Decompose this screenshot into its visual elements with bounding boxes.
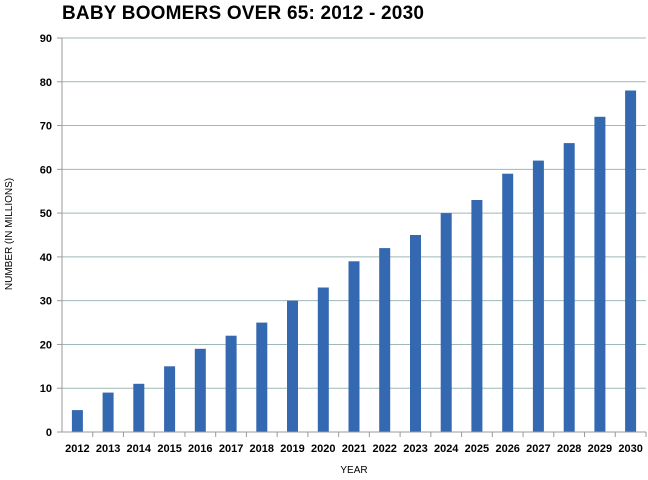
- y-tick-label: 50: [40, 208, 52, 220]
- x-tick-label: 2019: [280, 443, 304, 455]
- x-tick-label: 2021: [342, 443, 366, 455]
- x-tick-label: 2030: [618, 443, 642, 455]
- x-tick-label: 2028: [557, 443, 581, 455]
- bar-2030: [625, 90, 637, 432]
- x-tick-label: 2022: [372, 443, 396, 455]
- y-tick-label: 70: [40, 121, 52, 133]
- bar-2018: [256, 322, 268, 432]
- bar-2028: [563, 143, 575, 432]
- bar-2014: [133, 383, 145, 432]
- x-tick-label: 2016: [188, 443, 212, 455]
- bar-2026: [502, 173, 514, 432]
- bar-2016: [194, 348, 206, 432]
- x-tick-label: 2018: [250, 443, 274, 455]
- y-tick-label: 90: [40, 33, 52, 45]
- y-tick-label: 10: [40, 383, 52, 395]
- y-tick-label: 0: [46, 427, 52, 439]
- y-tick-label: 60: [40, 164, 52, 176]
- bar-2029: [594, 116, 606, 433]
- bar-2021: [348, 261, 360, 432]
- chart-title: BABY BOOMERS OVER 65: 2012 - 2030: [62, 3, 425, 24]
- y-tick-label: 40: [40, 252, 52, 264]
- x-axis-label: YEAR: [340, 465, 367, 476]
- x-tick-label: 2015: [157, 443, 181, 455]
- bar-2012: [71, 410, 83, 432]
- x-tick-label: 2013: [96, 443, 120, 455]
- axes: [61, 38, 647, 437]
- x-tick-label: 2029: [588, 443, 612, 455]
- bar-2025: [471, 200, 483, 432]
- x-tick-label: 2020: [311, 443, 335, 455]
- bars: [71, 90, 637, 433]
- bar-2022: [379, 248, 391, 432]
- bar-2027: [532, 160, 544, 432]
- bar-2024: [440, 213, 452, 432]
- y-tick-label: 20: [40, 339, 52, 351]
- bar-2017: [225, 335, 237, 432]
- y-tick-label: 30: [40, 296, 52, 308]
- bar-2013: [102, 392, 114, 432]
- x-tick-label: 2017: [219, 443, 243, 455]
- x-tick-label: 2026: [495, 443, 519, 455]
- x-tick-label: 2025: [465, 443, 489, 455]
- x-tick-label: 2014: [127, 443, 152, 455]
- bar-2023: [410, 235, 421, 432]
- y-tick-label: 80: [40, 77, 52, 89]
- x-tick-label: 2023: [403, 443, 427, 455]
- y-axis-label: NUMBER (IN MILLIONS): [4, 178, 15, 290]
- bar-2019: [287, 300, 298, 432]
- bar-2020: [317, 287, 329, 432]
- bar-2015: [164, 366, 176, 432]
- x-tick-label: 2027: [526, 443, 550, 455]
- x-tick-label: 2012: [65, 443, 89, 455]
- x-tick-labels: 2012 2013 2014 2015 2016 2017 2018 2019 2020 2021…: [65, 443, 643, 455]
- x-tick-label: 2024: [434, 443, 459, 455]
- y-tick-labels: 0 10 20 30 40 50 60 70 80 90: [40, 33, 52, 439]
